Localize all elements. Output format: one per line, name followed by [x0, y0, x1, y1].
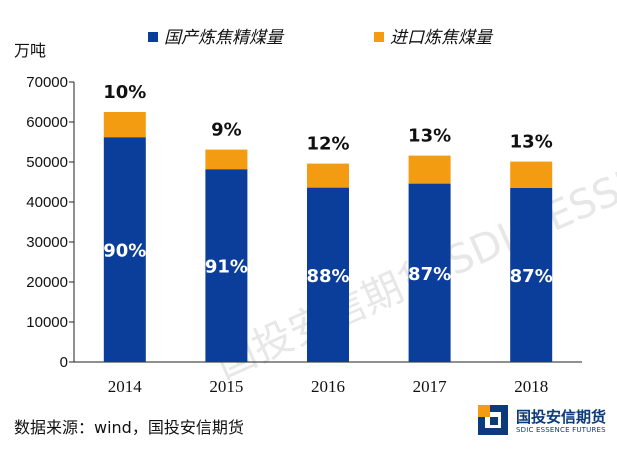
bar-imported-2016	[307, 163, 349, 188]
bar-domestic-2018	[510, 188, 553, 362]
bar-domestic-2017	[408, 183, 451, 362]
data-label-imported-2017: 13%	[408, 126, 451, 147]
x-tick-label-2014: 2014	[108, 377, 143, 396]
bar-imported-2017	[408, 155, 451, 184]
y-tick-label: 0	[60, 354, 68, 371]
y-tick-label: 60000	[26, 114, 68, 131]
x-tick-label-2018: 2018	[514, 377, 548, 396]
y-tick-label: 20000	[26, 274, 68, 291]
data-label-imported-2018: 13%	[510, 132, 553, 153]
y-tick-label: 40000	[26, 194, 68, 211]
logo-cn-text: 国投安信期货	[516, 408, 607, 426]
data-label-imported-2015: 9%	[211, 120, 242, 141]
x-tick-label-2017: 2017	[413, 377, 448, 396]
source-note: 数据来源：wind，国投安信期货	[14, 418, 244, 437]
stacked-bar-chart: 国投安信期货 SDIC ESSENCE FUTURES0100002000030…	[14, 28, 617, 396]
data-label-domestic-2016: 88%	[306, 266, 349, 287]
bar-domestic-2016	[307, 187, 349, 362]
logo-en-text: SDIC ESSENCE FUTURES	[516, 426, 606, 434]
data-label-domestic-2018: 87%	[510, 266, 553, 287]
data-label-domestic-2017: 87%	[408, 264, 451, 285]
y-axis-label: 万吨	[14, 41, 46, 60]
bar-domestic-2015	[205, 169, 248, 362]
legend-swatch-imported	[374, 32, 384, 42]
x-tick-label-2015: 2015	[209, 377, 243, 396]
y-tick-label: 50000	[26, 154, 68, 171]
bar-domestic-2014	[103, 137, 146, 362]
data-label-domestic-2015: 91%	[205, 257, 248, 278]
bar-imported-2015	[205, 149, 248, 170]
y-tick-label: 30000	[26, 234, 68, 251]
bar-imported-2014	[103, 112, 146, 138]
y-tick-label: 70000	[26, 74, 68, 91]
data-label-imported-2014: 10%	[103, 82, 146, 103]
legend-label-imported: 进口炼焦煤量	[390, 28, 494, 48]
legend-label-domestic: 国产炼焦精煤量	[164, 28, 285, 48]
legend-swatch-domestic	[148, 32, 158, 42]
bar-imported-2018	[510, 161, 553, 188]
y-tick-label: 10000	[26, 314, 68, 331]
data-label-domestic-2014: 90%	[103, 241, 146, 262]
x-tick-label-2016: 2016	[311, 377, 345, 396]
company-logo: 国投安信期货 SDIC ESSENCE FUTURES	[478, 403, 612, 443]
data-label-imported-2016: 12%	[306, 134, 349, 155]
logo-mark-icon	[478, 405, 508, 435]
